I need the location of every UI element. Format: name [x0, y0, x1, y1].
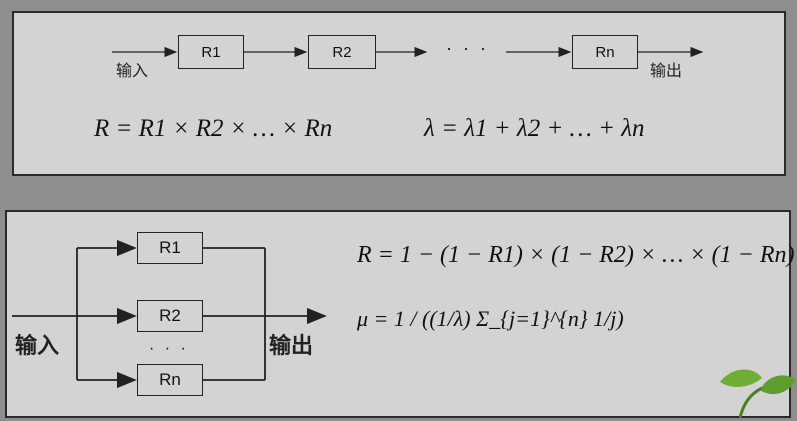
leaf-icon — [720, 369, 796, 419]
parallel-input-label: 输入 — [15, 333, 60, 358]
parallel-reliability-formula: R = 1 − (1 − R1) × (1 − R2) × … × (1 − R… — [357, 242, 795, 268]
parallel-mtbf-formula: μ = 1 / ((1/λ) Σ_{j=1}^{n} 1/j) — [357, 306, 624, 331]
parallel-output-label: 输出 — [269, 333, 314, 358]
series-box-rn: Rn — [572, 35, 638, 69]
series-input-label: 输入 — [116, 63, 149, 80]
series-output-label: 输出 — [650, 63, 683, 80]
series-connectors — [112, 46, 704, 58]
parallel-box-r2: R2 — [137, 300, 203, 332]
series-ellipsis: · · · — [446, 38, 489, 58]
series-box-r2: R2 — [308, 35, 376, 69]
parallel-panel: R1 R2 · · · Rn 输入 输出 R = 1 − (1 − R1) × … — [5, 210, 795, 418]
parallel-box-r1: R1 — [137, 232, 203, 264]
parallel-connectors — [12, 239, 327, 389]
parallel-ellipsis: · · · — [149, 340, 189, 357]
series-reliability-formula: R = R1 × R2 × … × Rn — [94, 115, 333, 142]
parallel-box-rn: Rn — [137, 364, 203, 396]
series-box-r1: R1 — [178, 35, 244, 69]
series-panel: R1 R2 · · · Rn 输入 输出 R = R1 × R2 × … × R… — [12, 11, 786, 176]
series-failure-rate-formula: λ = λ1 + λ2 + … + λn — [424, 115, 645, 142]
